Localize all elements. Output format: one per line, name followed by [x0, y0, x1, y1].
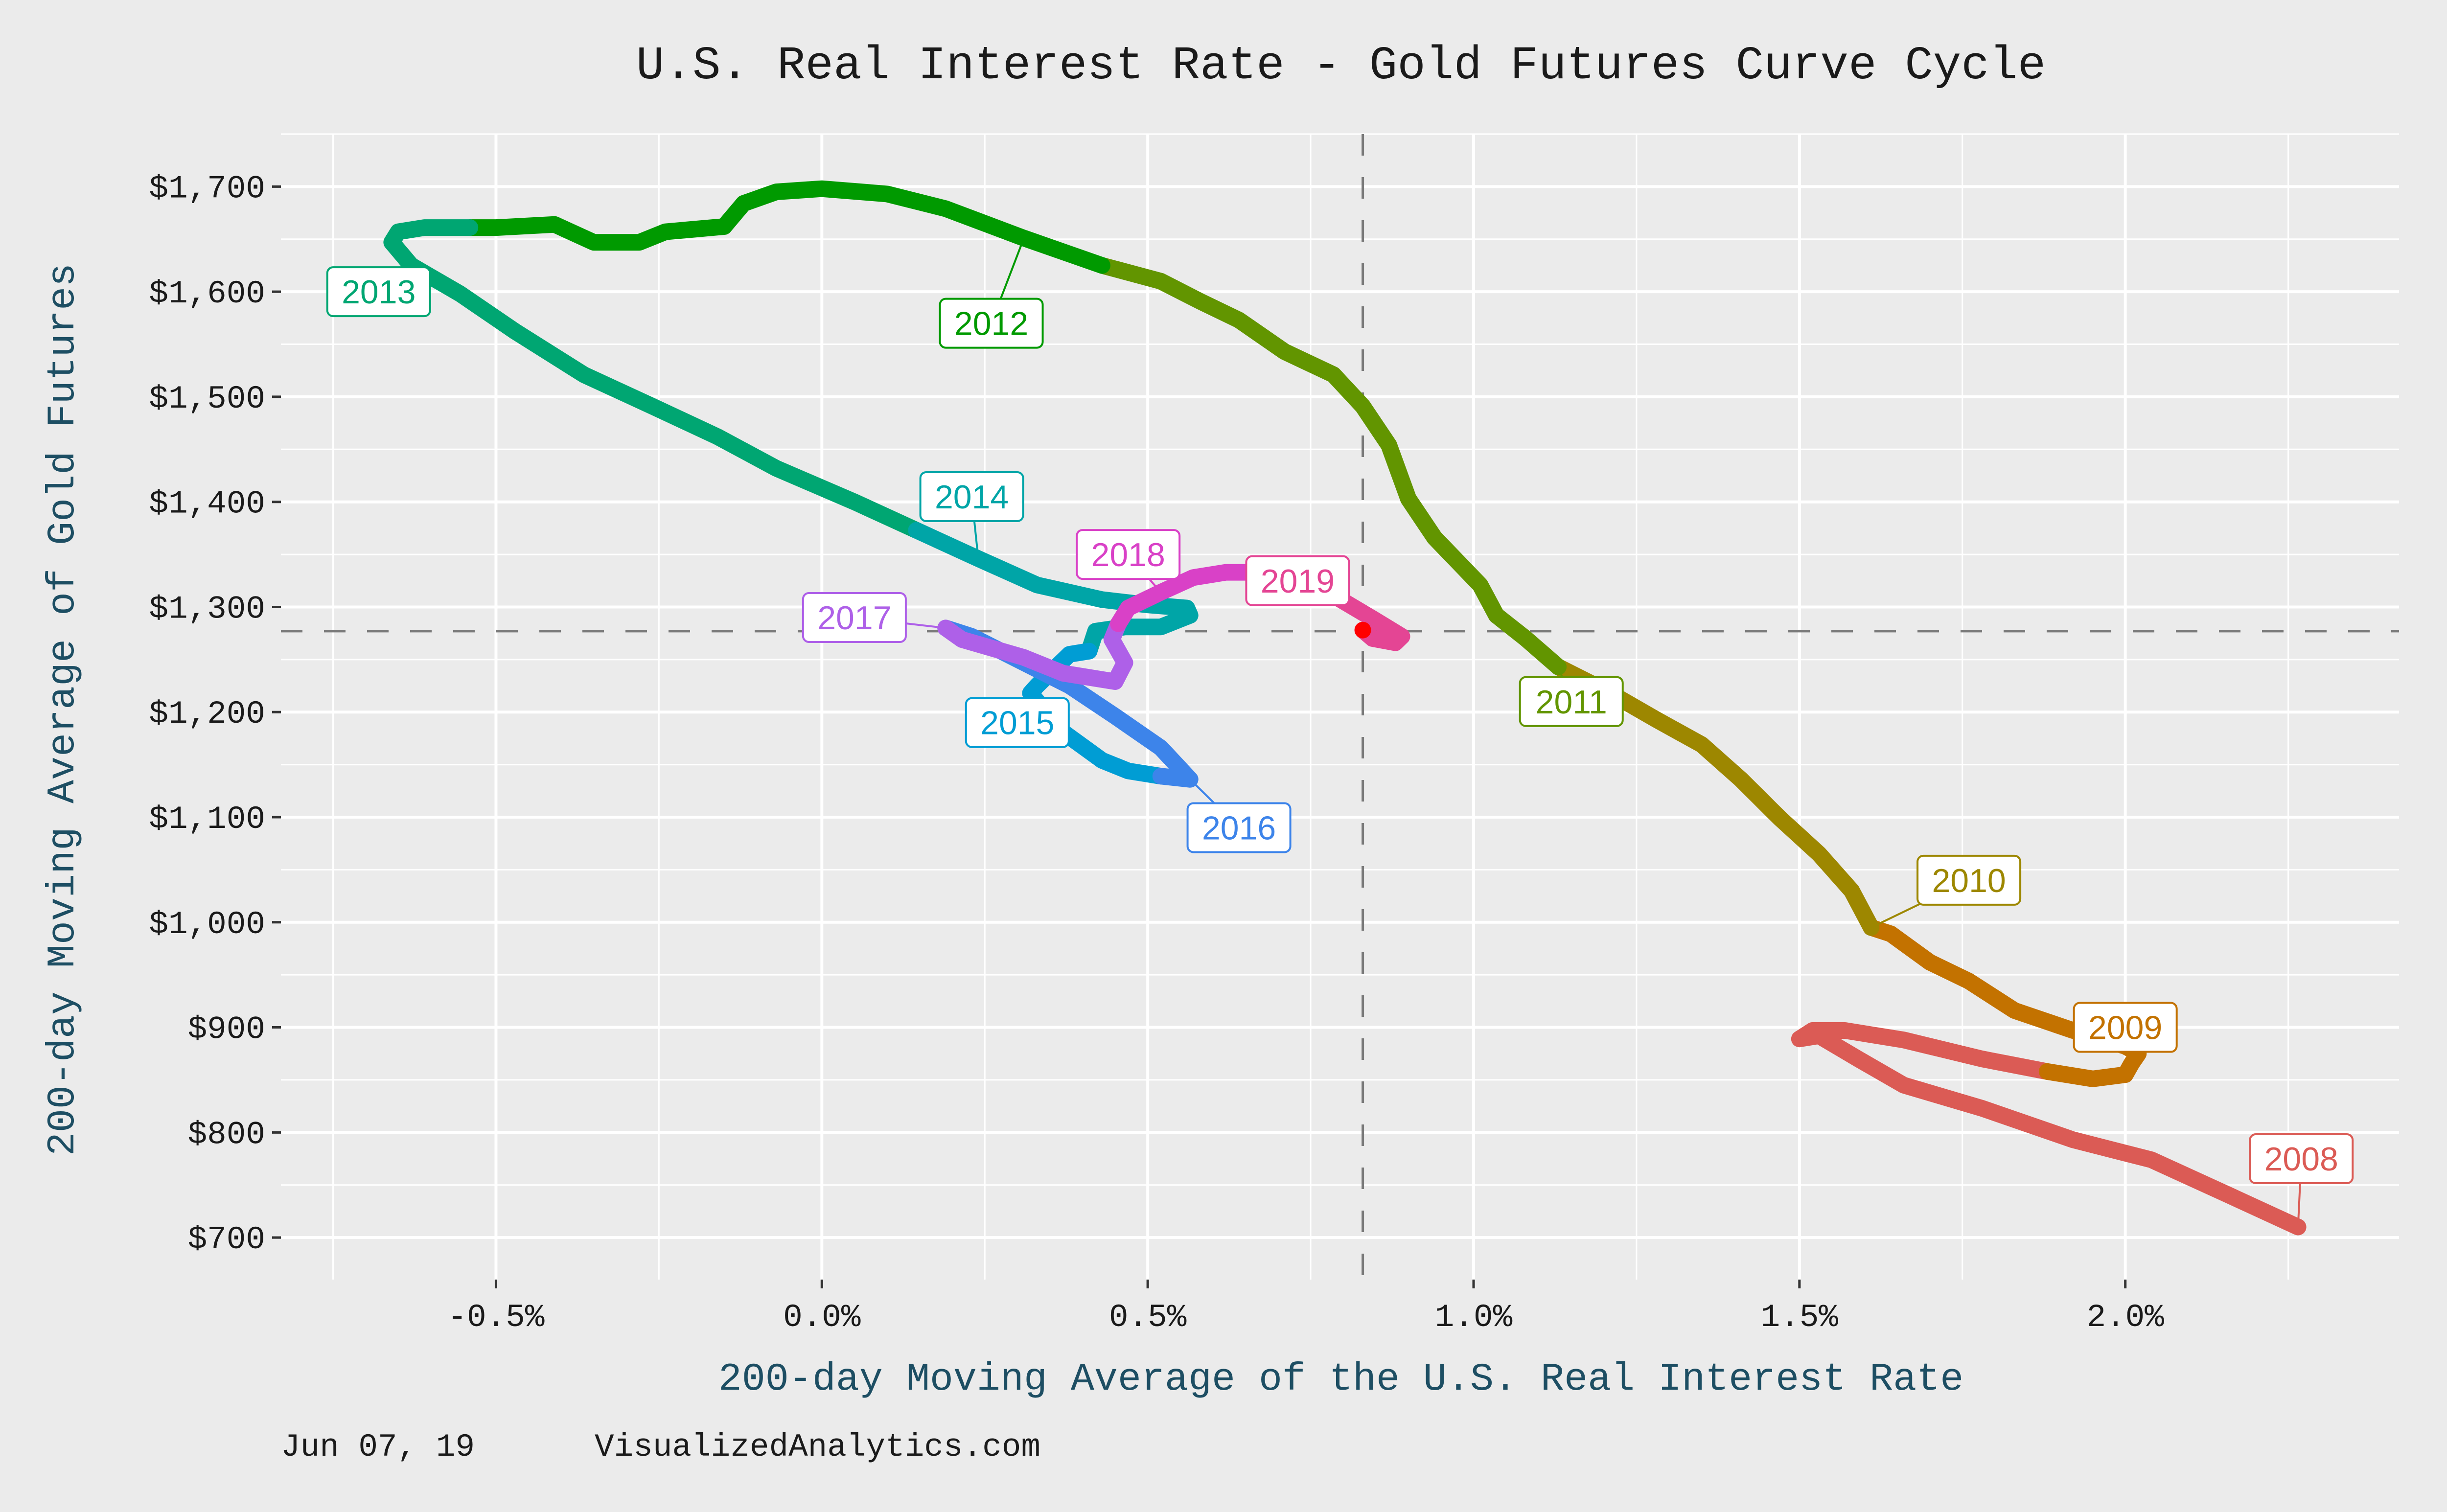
- year-label-2012: 2012: [939, 237, 1044, 349]
- label-text: 2011: [1536, 684, 1607, 721]
- label-box: [1245, 555, 1350, 606]
- label-box: [802, 592, 907, 643]
- x-tick-label: -0.5%: [447, 1299, 544, 1336]
- label-box: [1076, 529, 1181, 580]
- label-text: 2009: [2088, 1009, 2162, 1047]
- y-axis: $700 $800 $900 $1,000 $1,100 $1,200 $1,300 $1,4…: [149, 170, 281, 1258]
- x-tick-label: 1.5%: [1761, 1299, 1839, 1336]
- y-tick-label: $1,100: [149, 801, 265, 838]
- label-text: 2015: [980, 705, 1054, 742]
- y-tick-label: $700: [188, 1221, 265, 1258]
- year-label-2011: 2011: [1519, 666, 1624, 727]
- x-axis-title: 200-day Moving Average of the U.S. Real …: [718, 1357, 1963, 1402]
- year-label-2018: 2018: [1076, 529, 1181, 593]
- y-tick-label: $1,700: [149, 170, 265, 207]
- label-text: 2012: [954, 305, 1028, 343]
- year-label-2014: 2014: [919, 471, 1024, 559]
- label-box: [919, 471, 1024, 522]
- x-tick-label: 2.0%: [2086, 1299, 2164, 1336]
- series-line-2010: [1550, 658, 1880, 936]
- label-box: [939, 298, 1044, 349]
- label-box: [1916, 854, 2022, 906]
- label-text: 2008: [2264, 1141, 2338, 1178]
- label-text: 2019: [1261, 563, 1335, 600]
- y-tick-label: $800: [188, 1116, 265, 1153]
- chart-title: U.S. Real Interest Rate - Gold Futures C…: [636, 39, 2046, 92]
- year-label-2013: 2013: [326, 264, 431, 318]
- footer-source: VisualizedAnalytics.com: [595, 1429, 1040, 1466]
- x-tick-label: 0.0%: [783, 1299, 861, 1336]
- x-axis: -0.5% 0.0% 0.5% 1.0% 1.5% 2.0%: [447, 1280, 2164, 1336]
- label-box: [2249, 1133, 2354, 1185]
- label-text: 2010: [1932, 862, 2006, 899]
- label-text: 2018: [1091, 536, 1165, 573]
- label-text: 2014: [935, 479, 1009, 516]
- y-tick-label: $1,000: [149, 906, 265, 943]
- label-box: [1186, 802, 1292, 853]
- label-box: [965, 697, 1070, 748]
- series-line-2012: [462, 180, 1110, 274]
- y-tick-label: $1,600: [149, 275, 265, 312]
- series-line-2011: [1093, 257, 1567, 675]
- y-tick-label: $1,300: [149, 591, 265, 627]
- y-axis-title: 200-day Moving Average of Gold Futures: [41, 263, 86, 1156]
- plot-panel: 2008 2009 2010 2011 2012 2013 2014 2015 2016 2017…: [281, 133, 2399, 1280]
- year-label-2009: 2009: [2073, 1002, 2178, 1053]
- label-box: [1519, 676, 1624, 727]
- label-text: 2016: [1202, 809, 1276, 847]
- current-point-layer: [1354, 621, 1371, 639]
- year-labels: 2008 2009 2010 2011 2012 2013 2014 2015 2016 2017…: [326, 237, 2354, 1227]
- year-label-2016: 2016: [1186, 779, 1292, 853]
- year-label-2017: 2017: [802, 592, 946, 643]
- footer-date: Jun 07, 19: [281, 1429, 475, 1466]
- series-line-2008: [1791, 1022, 2307, 1236]
- label-box: [2073, 1002, 2178, 1053]
- current-point-marker: [1354, 621, 1371, 639]
- y-tick-label: $1,500: [149, 381, 265, 417]
- y-tick-label: $1,400: [149, 486, 265, 523]
- year-label-2008: 2008: [2249, 1133, 2354, 1227]
- y-tick-label: $900: [188, 1011, 265, 1048]
- year-label-2015: 2015: [965, 692, 1070, 748]
- year-label-2010: 2010: [1870, 854, 2022, 929]
- series-line-2017: [937, 615, 1133, 690]
- x-tick-label: 0.5%: [1109, 1299, 1187, 1336]
- reference-lines: [281, 134, 2399, 1280]
- label-text: 2013: [342, 274, 416, 311]
- label-box: [326, 266, 431, 318]
- year-label-2019: 2019: [1245, 555, 1350, 606]
- label-text: 2017: [817, 599, 891, 637]
- y-tick-label: $1,200: [149, 696, 265, 733]
- series-line-2013: [383, 219, 925, 539]
- x-tick-label: 1.0%: [1435, 1299, 1513, 1336]
- panel-background: [281, 134, 2399, 1280]
